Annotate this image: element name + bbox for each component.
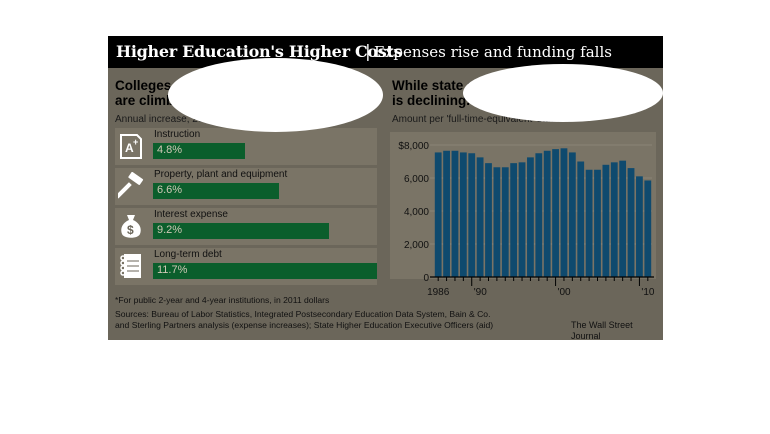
data-bar: [476, 157, 484, 277]
expense-label: Interest expense: [154, 209, 228, 220]
expense-bar: 6.6%: [153, 183, 279, 199]
expense-row-debt: Long-term debt 11.7%: [115, 248, 377, 285]
instruction-icon: A +: [118, 132, 144, 160]
data-bar: [443, 150, 450, 277]
expense-bar: 9.2%: [153, 223, 329, 239]
expense-label: Property, plant and equipment: [154, 169, 288, 180]
data-bar: [434, 152, 442, 277]
data-bar: [510, 163, 518, 277]
money-bag-icon: $: [118, 212, 144, 240]
y-tick-label: 4,000: [404, 207, 429, 218]
y-tick-label: 6,000: [404, 174, 429, 185]
data-bar: [602, 164, 610, 277]
data-bar: [568, 152, 576, 277]
y-tick-label: $8,000: [398, 141, 429, 152]
expense-row-property: Property, plant and equipment 6.6%: [115, 168, 377, 205]
data-bar: [585, 169, 593, 277]
y-tick-label: 0: [423, 273, 429, 284]
right-subtitle: Amount per 'full-time-equivalent' studen…: [392, 114, 574, 125]
header-bar: Higher Education's Higher Costs | Expens…: [108, 36, 663, 68]
data-bar: [552, 149, 559, 277]
data-bar: [627, 168, 635, 277]
hammer-icon: [115, 171, 144, 200]
data-bar: [644, 180, 652, 277]
notebook-icon: [118, 252, 144, 280]
white-overlay-blob: [168, 58, 383, 132]
x-tick-label: '10: [641, 287, 654, 298]
expense-value: 4.8%: [157, 144, 183, 156]
data-bar: [543, 150, 551, 277]
x-tick-label: '90: [474, 287, 487, 298]
data-bar: [560, 148, 568, 277]
svg-text:+: +: [133, 137, 138, 147]
expense-bar: 4.8%: [153, 143, 245, 159]
sources-line1: Sources: Bureau of Labor Statistics, Int…: [115, 309, 491, 319]
data-bar: [493, 167, 501, 277]
x-tick-label: '00: [558, 287, 571, 298]
svg-text:$: $: [127, 223, 134, 237]
data-bar: [459, 152, 467, 277]
data-bar: [610, 162, 618, 277]
headline: Higher Education's Higher Costs: [116, 42, 403, 61]
infographic: Higher Education's Higher Costs | Expens…: [108, 36, 663, 340]
data-bar: [594, 169, 601, 277]
expense-bar: 11.7%: [153, 263, 377, 279]
y-tick-label: 2,000: [404, 240, 429, 251]
expense-value: 11.7%: [157, 264, 188, 276]
left-subtitle: Annual increase, 2002-2008: [115, 114, 241, 125]
expense-label: Instruction: [154, 129, 201, 140]
data-bar: [501, 167, 509, 277]
x-tick-label: 1986: [427, 287, 450, 298]
sources-line2: and Sterling Partners analysis (expense …: [115, 320, 494, 330]
headline-subtitle: Expenses rise and funding falls: [374, 43, 612, 61]
headline-separator: |: [365, 42, 371, 62]
data-bar: [619, 160, 627, 277]
expense-value: 6.6%: [157, 184, 183, 196]
data-bar: [636, 176, 643, 277]
expense-label: Long-term debt: [154, 249, 222, 260]
svg-text:A: A: [125, 141, 134, 155]
data-bar: [485, 163, 492, 277]
data-bar: [451, 150, 459, 277]
data-bar: [468, 153, 476, 277]
data-bar: [527, 157, 534, 277]
wsj-credit: The Wall Street Journal: [571, 320, 633, 340]
white-overlay-blob: [463, 64, 663, 122]
right-title-line2: is declining.: [392, 93, 471, 108]
expense-row-interest: $ Interest expense 9.2%: [115, 208, 377, 245]
footnote: *For public 2-year and 4-year institutio…: [115, 295, 330, 305]
state-support-chart: 0 2,000 4,000 6,000 $8,000 1986 '90 '00 '10: [390, 132, 656, 298]
data-bar: [518, 162, 526, 277]
data-bar: [535, 153, 543, 277]
data-bar: [577, 161, 585, 277]
expense-row-instruction: A + Instruction 4.8%: [115, 128, 377, 165]
expense-value: 9.2%: [157, 224, 183, 236]
